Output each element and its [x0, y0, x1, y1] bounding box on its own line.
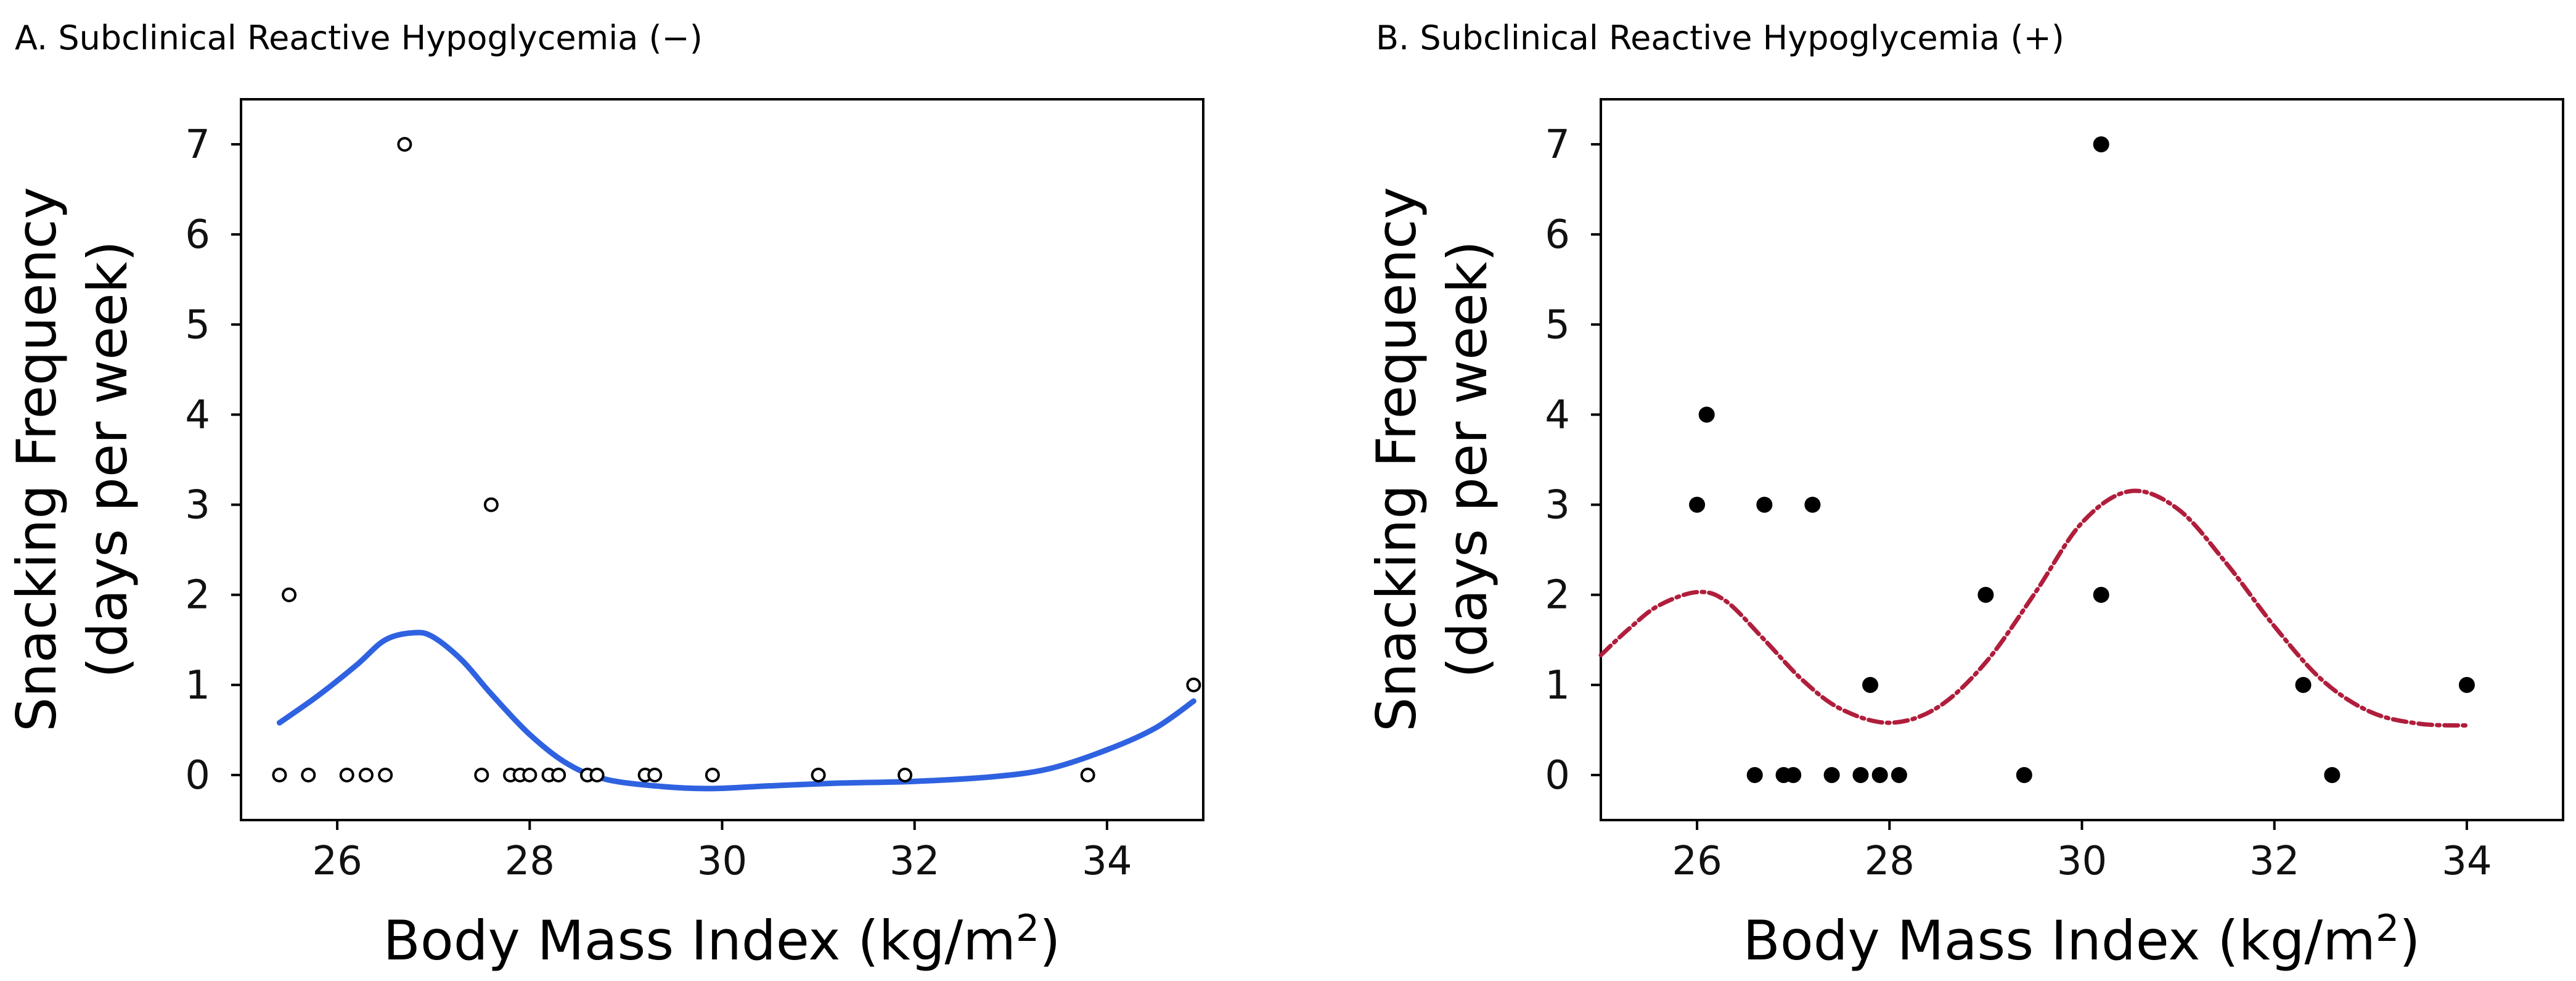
x-tick-label: 32 — [2249, 839, 2299, 884]
data-point — [1823, 766, 1840, 783]
panel-a-x-axis-label: Body Mass Index (kg/m2) — [383, 907, 1061, 972]
data-point — [301, 767, 316, 782]
data-point — [397, 137, 412, 152]
y-tick-label: 7 — [185, 122, 210, 168]
y-tick-label: 2 — [1545, 573, 1570, 618]
panel-b-x-axis-label: Body Mass Index (kg/m2) — [1743, 907, 2421, 972]
data-point — [1756, 496, 1773, 513]
x-label-superscript: 2 — [2376, 907, 2399, 950]
x-label-close: ) — [1039, 909, 1060, 972]
data-point — [282, 587, 297, 602]
y-tick-label: 3 — [1545, 483, 1570, 528]
panel-b-y-axis-label-line2: (days per week) — [1436, 240, 1499, 678]
y-tick-label: 0 — [185, 753, 210, 798]
panel-a-smooth-curve — [276, 630, 1196, 792]
x-label-superscript: 2 — [1016, 907, 1039, 950]
y-tick-label: 6 — [185, 212, 210, 258]
data-point — [1698, 406, 1715, 423]
y-tick-label: 4 — [185, 392, 210, 438]
data-point — [589, 767, 605, 782]
data-point — [272, 767, 287, 782]
data-point — [378, 767, 393, 782]
y-tick-label: 6 — [1545, 212, 1570, 258]
panel-b-plot-frame — [1600, 98, 2564, 821]
panel-b-y-axis-label-line1: Snacking Frequency — [1365, 187, 1428, 732]
x-tick-label: 26 — [1672, 839, 1722, 884]
data-point — [2324, 766, 2341, 783]
y-tick-label: 5 — [185, 302, 210, 348]
panel-b: B. Subclinical Reactive Hypoglycemia (+)… — [1365, 18, 2564, 972]
panel-b-smooth-curve — [1598, 488, 2469, 728]
data-point — [1080, 767, 1095, 782]
data-point — [1862, 676, 1879, 693]
data-point — [2093, 136, 2109, 153]
y-tick-label: 0 — [1545, 753, 1570, 798]
panel-a-points — [272, 137, 1201, 782]
data-point — [1871, 766, 1888, 783]
data-point — [1977, 586, 1994, 603]
data-point — [483, 497, 499, 512]
y-tick-label: 1 — [1545, 663, 1570, 708]
y-tick-label: 1 — [185, 663, 210, 708]
data-point — [1689, 496, 1706, 513]
data-point — [1186, 677, 1201, 692]
x-tick-label: 32 — [889, 839, 939, 884]
x-tick-label: 34 — [2442, 839, 2492, 884]
data-point — [1746, 766, 1763, 783]
x-label-text: Body Mass Index (kg/m — [383, 909, 1016, 972]
data-point — [358, 767, 374, 782]
data-point — [705, 767, 720, 782]
x-tick-label: 30 — [2057, 839, 2107, 884]
data-point — [1785, 766, 1802, 783]
x-tick-label: 30 — [697, 839, 747, 884]
y-tick-label: 7 — [1545, 122, 1570, 168]
data-point — [1804, 496, 1821, 513]
data-point — [2093, 586, 2109, 603]
y-tick-label: 3 — [185, 483, 210, 528]
data-point — [811, 767, 826, 782]
y-tick-label: 4 — [1545, 392, 1570, 438]
x-tick-label: 26 — [312, 839, 362, 884]
x-tick-label: 28 — [505, 839, 555, 884]
panel-b-points — [1689, 136, 2475, 783]
y-tick-label: 5 — [1545, 302, 1570, 348]
panel-a-plot-frame — [240, 98, 1204, 821]
data-point — [522, 767, 538, 782]
panel-a: A. Subclinical Reactive Hypoglycemia (−)… — [5, 18, 1204, 972]
x-tick-label: 34 — [1082, 839, 1132, 884]
x-tick-label: 28 — [1865, 839, 1915, 884]
data-point — [2458, 676, 2475, 693]
data-point — [1852, 766, 1869, 783]
data-point — [898, 767, 913, 782]
data-point — [474, 767, 489, 782]
data-point — [2016, 766, 2032, 783]
data-point — [647, 767, 663, 782]
data-point — [2295, 676, 2312, 693]
y-tick-label: 2 — [185, 573, 210, 618]
data-point — [339, 767, 354, 782]
x-label-text: Body Mass Index (kg/m — [1743, 909, 2376, 972]
panel-a-title: A. Subclinical Reactive Hypoglycemia (−) — [15, 18, 703, 57]
x-label-close: ) — [2399, 909, 2420, 972]
data-point — [1891, 766, 1907, 783]
panel-a-y-axis-label-line1: Snacking Frequency — [5, 187, 68, 732]
panel-a-y-axis-label-line2: (days per week) — [76, 240, 139, 678]
data-point — [551, 767, 566, 782]
panel-b-title: B. Subclinical Reactive Hypoglycemia (+) — [1376, 18, 2064, 57]
